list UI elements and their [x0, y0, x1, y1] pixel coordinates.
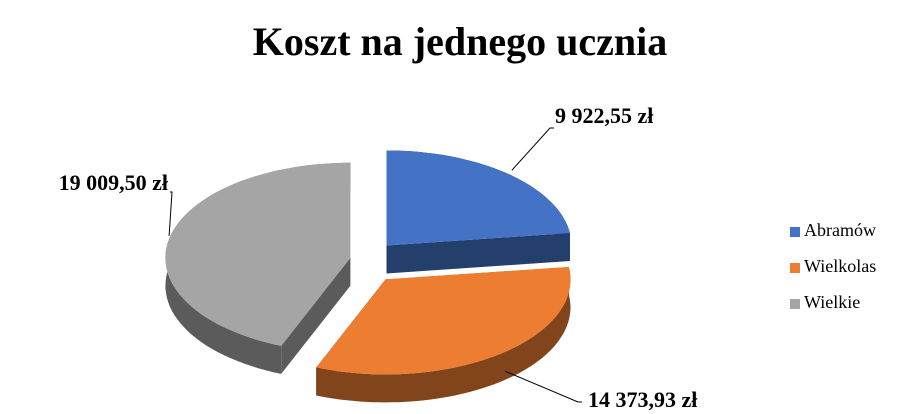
data-label: 14 373,93 zł	[588, 387, 697, 412]
slice-wall	[316, 267, 571, 403]
chart-title: Koszt na jednego ucznia	[253, 19, 667, 64]
slice-top	[386, 150, 570, 246]
leader-line	[504, 370, 582, 403]
legend-label: Wielkolas	[804, 256, 876, 276]
slice-side	[281, 257, 351, 374]
slice-top	[316, 267, 571, 375]
leader-line	[168, 191, 173, 236]
slice-side	[386, 233, 570, 274]
legend-swatch	[790, 263, 800, 273]
legend-label: Abramów	[804, 220, 876, 240]
slice	[165, 162, 351, 374]
data-label: 9 922,55 zł	[555, 103, 653, 128]
data-label: 19 009,50 zł	[59, 170, 168, 195]
legend-swatch	[790, 299, 800, 309]
slice-top	[165, 162, 351, 346]
slice	[386, 150, 570, 274]
legend-label: Wielkie	[804, 292, 860, 312]
slice	[316, 267, 571, 403]
leader-line	[511, 127, 554, 171]
legend-swatch	[790, 227, 800, 237]
